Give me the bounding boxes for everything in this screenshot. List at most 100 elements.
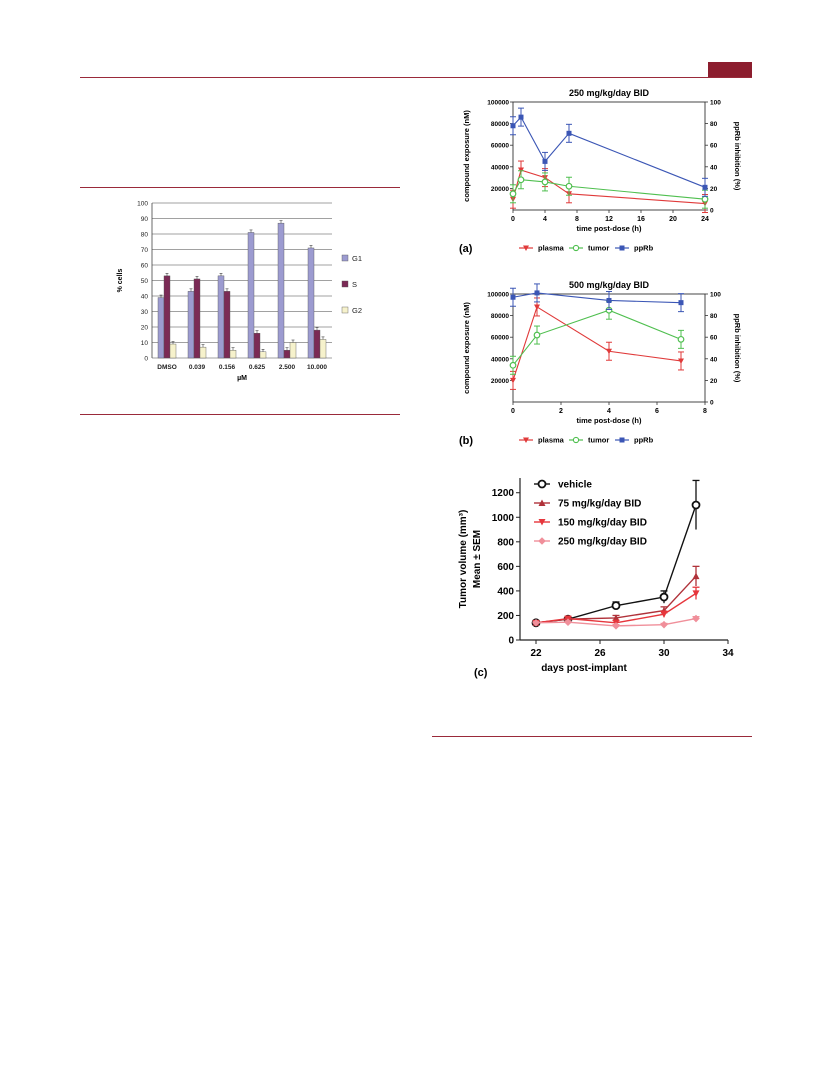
data-point [660,611,668,618]
data-point-plasma [678,358,684,364]
legend-label: 75 mg/kg/day BID [558,499,641,510]
legend-marker [572,436,580,444]
y-tick-label: 20 [141,325,149,332]
legend-label: tumor [588,436,609,445]
data-point-plasma [606,348,612,355]
y-tick-label-right: 40 [710,356,718,363]
bar-G1 [157,297,165,359]
bar-G2 [259,351,267,359]
data-point [612,622,620,630]
y-tick-label: 600 [497,562,514,573]
data-point-tumor [701,195,709,203]
tumor-volume-chart: 0 200 400 600 800 1000 1200 22 26 30 34 days post-i… [458,478,734,679]
data-point-pprb [606,297,612,303]
y-tick-label: 70 [141,247,149,254]
header-tab [708,62,752,77]
bar-S [253,332,261,359]
y-tick-label-left: 100000 [487,292,509,299]
bar-S [283,350,291,359]
legend-label: G2 [352,306,362,315]
legend-label: plasma [538,436,565,445]
y-axis-label-right: ppRb inhibition (%) [733,122,742,191]
bar-G1 [277,222,285,359]
legend-label: ppRb [634,436,654,445]
y-tick-label-right: 60 [710,143,718,150]
y-tick-label-right: 80 [710,313,718,320]
data-point-pprb [678,300,684,306]
x-tick-label: 0 [511,216,515,223]
data-point [660,620,668,629]
x-axis-label: days post-implant [541,663,627,674]
chart-title: 500 mg/kg/day BID [569,280,650,290]
data-point [692,590,700,597]
y-tick-label: 0 [144,356,148,363]
legend-label: tumor [588,244,609,253]
panel-label: (c) [474,667,488,679]
x-tick-label: 8 [575,216,579,223]
data-point [692,614,700,623]
x-tick-label: 4 [543,216,547,223]
bar-G1 [187,291,195,359]
x-tick-label: 22 [530,648,542,659]
y-tick-label: 60 [141,263,149,270]
y-axis-label-right: ppRb inhibition (%) [733,314,742,383]
y-tick-label-left: 100000 [487,100,509,107]
bar-G1 [217,275,225,359]
x-tick-label: 0.156 [219,364,236,371]
bar-S [313,329,321,359]
y-tick-label: 0 [508,636,514,647]
bar-S [223,291,231,359]
data-point-plasma [534,304,540,310]
y-axis-label: % cells [117,269,124,293]
bar-S [163,275,171,359]
x-tick-label: 12 [605,216,613,223]
y-tick-label-right: 0 [710,400,714,407]
legend-marker [523,437,529,443]
y-tick-label: 30 [141,309,149,316]
bar-G2 [319,339,327,359]
y-tick-label-left: 40000 [491,356,509,363]
y-tick-label: 10 [141,340,149,347]
y-tick-label: 200 [497,611,514,622]
legend-label: G1 [352,254,362,263]
x-tick-label: 0.625 [249,364,266,371]
x-axis-label: time post-dose (h) [577,416,643,425]
x-axis-label: time post-dose (h) [577,224,643,233]
x-axis-label: µM [237,375,247,382]
bar-G2 [229,350,237,359]
data-point [659,592,669,602]
data-point [691,500,701,510]
y-tick-label: 400 [497,586,514,597]
x-tick-label: 2.500 [279,364,296,371]
data-point-pprb [510,123,516,129]
series-line-plasma [512,169,706,205]
data-point-pprb [510,294,516,300]
legend-marker [538,499,546,506]
data-point-tumor [509,361,517,369]
y-tick-label: 1200 [492,488,515,499]
data-point-pprb [518,114,524,120]
left-figure-bottom-rule [80,414,400,415]
legend-swatch-G2 [341,306,349,314]
y-tick-label-left: 60000 [491,143,509,150]
data-point-tumor [565,182,573,190]
y-tick-label-left: 40000 [491,164,509,171]
legend-marker [538,537,546,545]
x-tick-label: 2 [559,408,563,415]
y-tick-label-right: 100 [710,100,721,107]
x-tick-label: 10.000 [307,364,327,371]
data-point-tumor [533,331,541,339]
chart-title: 250 mg/kg/day BID [569,88,650,98]
y-tick-label-right: 20 [710,378,718,385]
data-point-tumor [509,190,517,198]
legend-label: ppRb [634,244,654,253]
legend-marker [523,245,529,251]
x-tick-label: 34 [722,648,734,659]
legend-label: S [352,280,357,289]
y-axis-label-sub: Mean ± SEM [472,530,483,588]
y-tick-label: 50 [141,278,149,285]
y-tick-label-right: 80 [710,121,718,128]
y-tick-label: 1000 [492,513,515,524]
legend-marker [619,437,625,443]
